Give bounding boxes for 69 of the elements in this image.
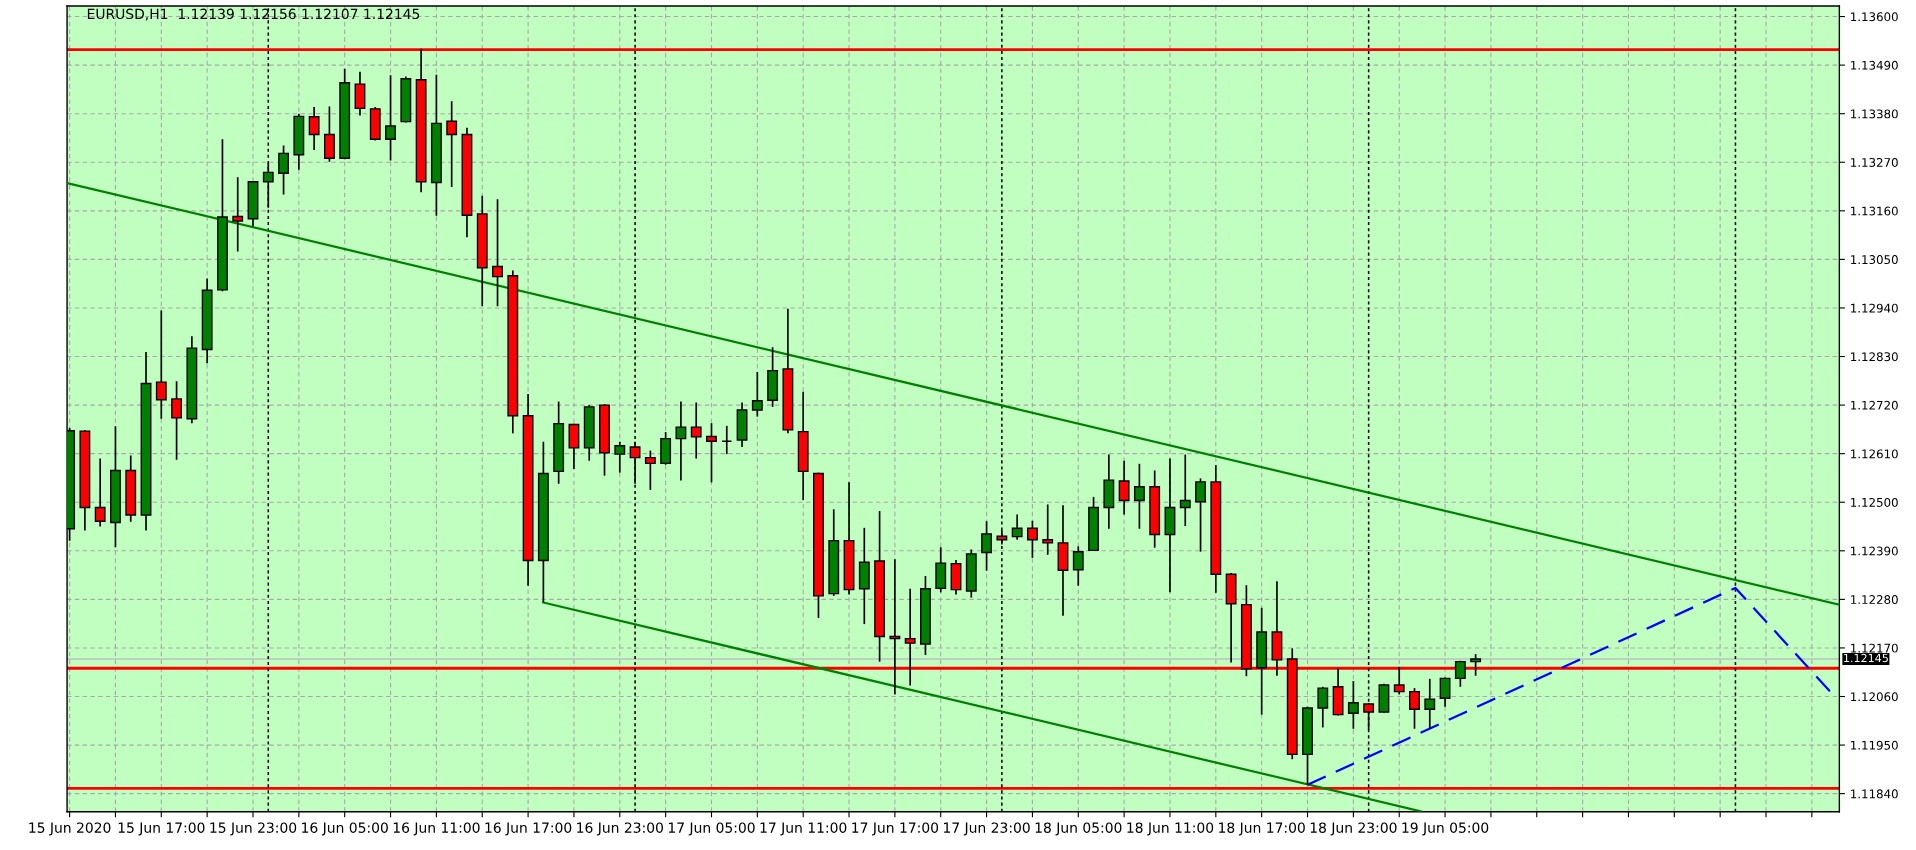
- candlestick: [1454, 659, 1466, 688]
- candlestick: [1347, 680, 1359, 730]
- y-tick-label: 1.13270: [1851, 157, 1898, 167]
- y-tick-label: 1.12170: [1851, 643, 1898, 653]
- y-tick-label: 1.12830: [1851, 352, 1898, 362]
- x-tick-label: 18 Jun 23:00: [1310, 822, 1397, 836]
- candlestick: [232, 176, 244, 253]
- candlestick: [1470, 653, 1482, 677]
- y-tick-label: 1.12500: [1851, 497, 1898, 507]
- y-tick-label: 1.12390: [1851, 546, 1898, 556]
- candlestick: [690, 401, 702, 460]
- candlestick: [675, 400, 687, 482]
- candlestick: [171, 380, 183, 461]
- candlestick: [1409, 687, 1420, 730]
- candlestick: [278, 144, 289, 196]
- candlestick: [1026, 519, 1038, 559]
- candlestick: [1317, 685, 1329, 729]
- candlestick: [323, 105, 335, 163]
- candlestick: [568, 422, 580, 470]
- candlestick: [1042, 503, 1054, 556]
- y-tick-label: 1.12060: [1851, 692, 1898, 702]
- candlestick: [644, 449, 656, 491]
- x-tick-label: 15 Jun 23:00: [210, 822, 297, 836]
- y-tick-label: 1.12940: [1851, 303, 1898, 313]
- y-tick-label: 1.11840: [1851, 789, 1898, 799]
- x-tick-label: 15 Jun 2020: [29, 822, 111, 836]
- candlestick: [385, 74, 396, 162]
- candlestick: [614, 440, 626, 474]
- x-tick-label: 16 Jun 17:00: [485, 822, 572, 836]
- y-tick-label: 1.13050: [1851, 255, 1898, 265]
- x-tick-label: 17 Jun 05:00: [668, 822, 755, 836]
- candlestick: [1179, 453, 1191, 527]
- y-tick-label: 1.12610: [1851, 449, 1898, 459]
- x-tick-label: 15 Jun 17:00: [118, 822, 205, 836]
- x-tick-label: 18 Jun 11:00: [1127, 822, 1214, 836]
- candlestick: [308, 106, 320, 151]
- x-tick-label: 19 Jun 05:00: [1402, 822, 1489, 836]
- candlestick: [155, 309, 167, 420]
- candlestick: [751, 371, 763, 418]
- chart-title: EURUSD,H1 1.12139 1.12156 1.12107 1.12145: [87, 8, 420, 21]
- y-tick-label: 1.13490: [1851, 60, 1898, 70]
- x-tick-label: 16 Jun 23:00: [577, 822, 663, 836]
- candlestick: [94, 457, 106, 528]
- y-tick-label: 1.12720: [1851, 400, 1898, 410]
- candlestick: [1133, 462, 1145, 530]
- y-tick-label: 1.13380: [1851, 109, 1898, 119]
- y-tick-label: 1.12280: [1851, 595, 1898, 605]
- y-tick-label: 1.13600: [1851, 12, 1898, 22]
- candlestick: [981, 520, 993, 572]
- candlestick: [1118, 459, 1130, 516]
- y-tick-label: 1.13160: [1851, 206, 1898, 216]
- x-tick-label: 18 Jun 05:00: [1035, 822, 1122, 836]
- candlestick: [721, 425, 733, 455]
- candlestick: [492, 198, 503, 308]
- x-tick-label: 17 Jun 17:00: [852, 822, 939, 836]
- x-tick-label: 17 Jun 11:00: [760, 822, 847, 836]
- candlestick: [1195, 477, 1206, 553]
- x-tick-label: 16 Jun 05:00: [302, 822, 388, 836]
- y-tick-label: 1.11950: [1851, 740, 1898, 750]
- candlestick: [1439, 676, 1451, 708]
- candlestick: [446, 100, 458, 188]
- candlestick: [1011, 513, 1023, 541]
- x-tick-label: 18 Jun 17:00: [1219, 822, 1305, 836]
- candlestick: [1424, 678, 1436, 730]
- x-tick-label: 17 Jun 23:00: [943, 822, 1030, 836]
- candlestick: [1072, 545, 1084, 587]
- x-tick-label: 16 Jun 11:00: [393, 822, 480, 836]
- candlestick: [706, 422, 717, 484]
- ref-line-label: 1.12145: [1844, 653, 1888, 663]
